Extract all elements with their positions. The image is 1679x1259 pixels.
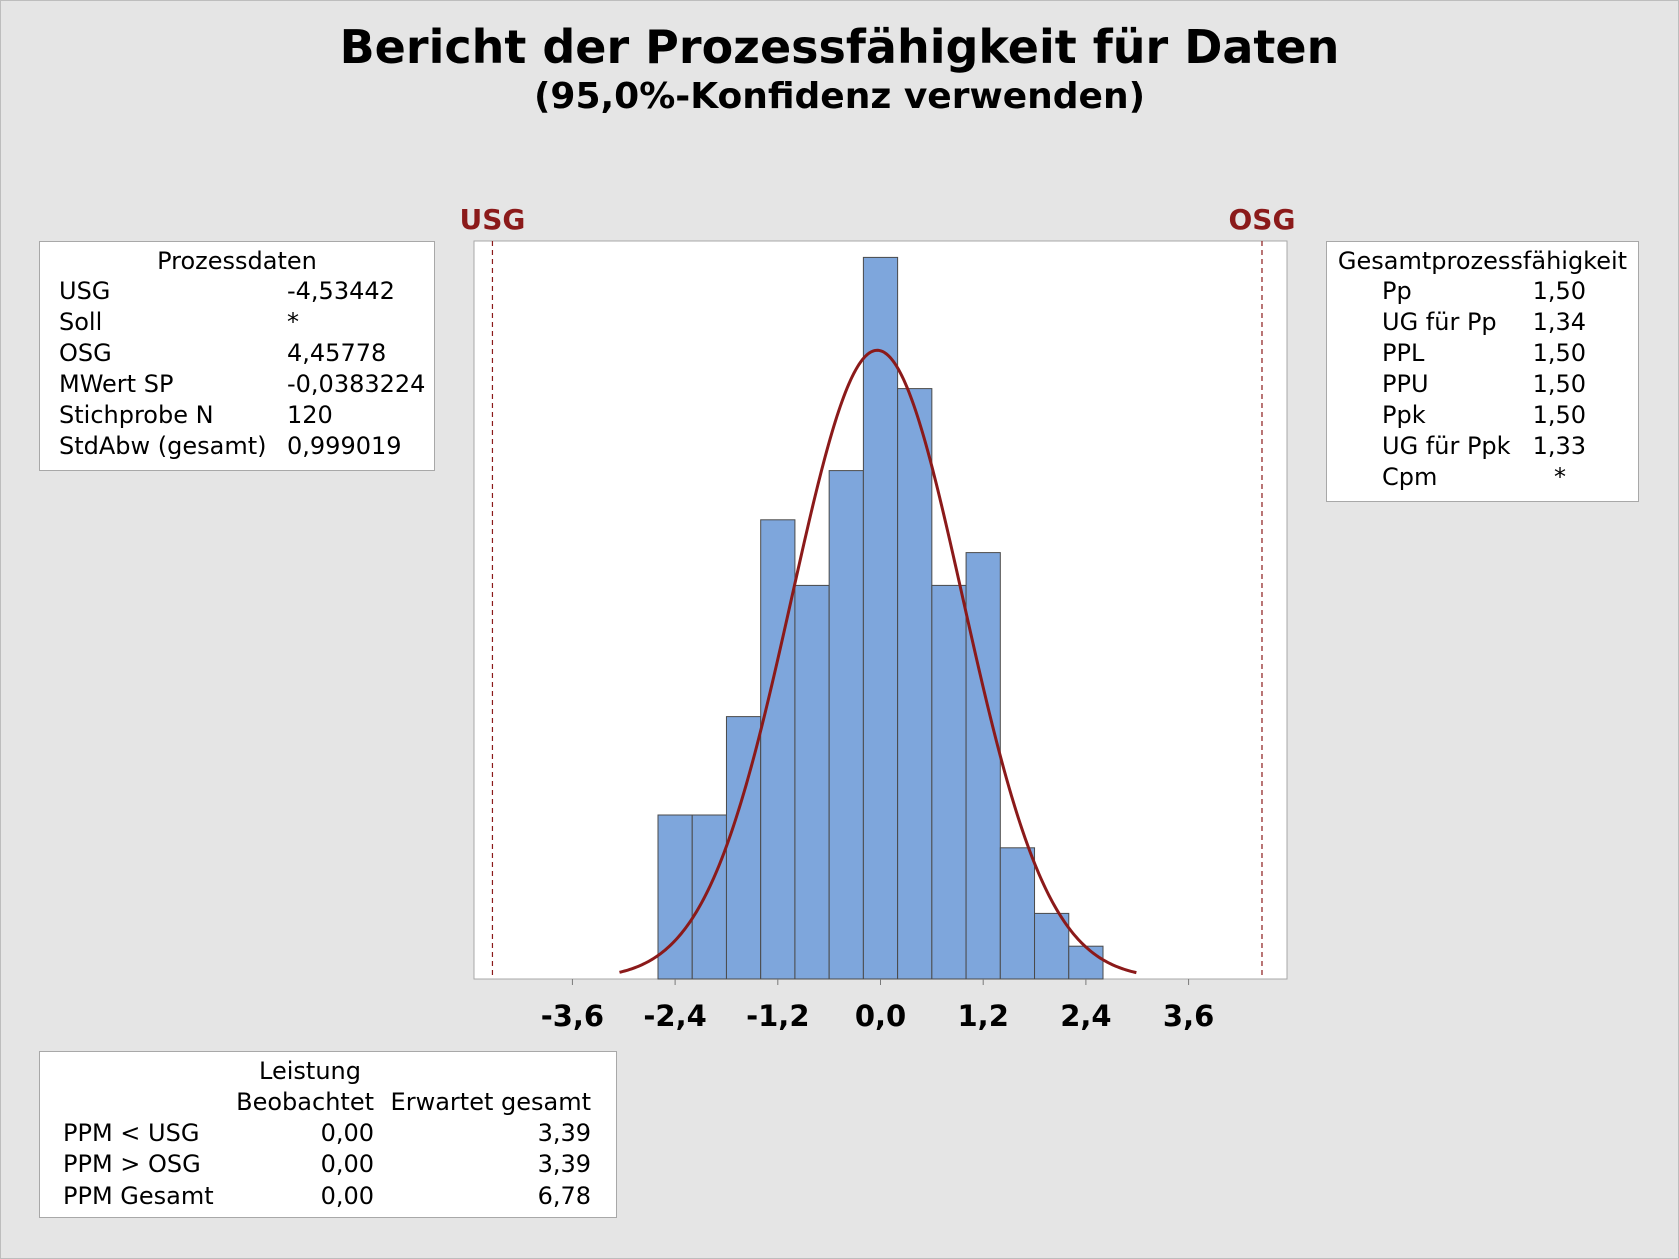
x-tick-label: 1,2 — [958, 999, 1009, 1033]
observed-value: 0,00 — [320, 1182, 374, 1210]
x-tick-label: -1,2 — [746, 999, 809, 1033]
normal-fit-curve — [619, 348, 1137, 975]
row-value: -0,0383224 — [287, 370, 426, 398]
process-data-header: Prozessdaten — [157, 247, 317, 275]
row-value: 1,50 — [1532, 401, 1586, 429]
row-value: * — [287, 308, 299, 336]
histogram-bar-10 — [999, 847, 1036, 980]
overall-capability-panel: Gesamtprozessfähigkeit Pp 1,50 UG für Pp… — [1326, 241, 1639, 502]
x-tick-label: -2,4 — [643, 999, 706, 1033]
overall-capability-header: Gesamtprozessfähigkeit — [1337, 247, 1628, 275]
row-label: UG für Ppk — [1382, 432, 1511, 460]
observed-value: 0,00 — [320, 1150, 374, 1178]
histogram-bar-3 — [760, 519, 796, 980]
capability-row: Ppk 1,50 — [1327, 401, 1638, 432]
performance-row: PPM < USG 0,00 3,39 — [40, 1119, 616, 1150]
row-value: * — [1554, 463, 1566, 491]
histogram-bar-11 — [1034, 912, 1070, 980]
process-data-row: OSG 4,45778 — [40, 339, 434, 370]
row-label: StdAbw (gesamt) — [59, 432, 267, 460]
spec-limit-label-usg: USG — [460, 203, 526, 236]
histogram-bar-5 — [828, 470, 864, 980]
chart-subtitle: (95,0%-Konfidenz verwenden) — [533, 76, 1146, 117]
histogram-bar-8 — [931, 584, 967, 980]
expected-column-header: Erwartet gesamt — [390, 1088, 591, 1116]
row-label: USG — [59, 277, 111, 305]
row-label: Stichprobe N — [59, 401, 214, 429]
row-value: 1,50 — [1532, 339, 1586, 367]
histogram-bar-1 — [691, 814, 727, 980]
x-tick-label: -3,6 — [541, 999, 604, 1033]
process-data-row: USG -4,53442 — [40, 277, 434, 308]
row-value: 1,50 — [1532, 370, 1586, 398]
performance-row: PPM > OSG 0,00 3,39 — [40, 1150, 616, 1181]
process-data-row: Soll * — [40, 308, 434, 339]
row-label: Ppk — [1382, 401, 1426, 429]
row-value: 1,34 — [1532, 308, 1586, 336]
row-value: 120 — [287, 401, 333, 429]
row-label: PPM < USG — [63, 1119, 200, 1147]
row-label: PPM > OSG — [63, 1150, 201, 1178]
row-label: MWert SP — [59, 370, 174, 398]
expected-value: 3,39 — [537, 1150, 591, 1178]
histogram-bar-2 — [725, 716, 762, 980]
x-tick-label: 0,0 — [855, 999, 906, 1033]
histogram-bar-6 — [862, 256, 899, 980]
expected-value: 6,78 — [537, 1182, 591, 1210]
expected-value: 3,39 — [537, 1119, 591, 1147]
x-tick-label: 3,6 — [1163, 999, 1214, 1033]
row-label: UG für Pp — [1382, 308, 1497, 336]
observed-value: 0,00 — [320, 1119, 374, 1147]
row-value: 1,33 — [1532, 432, 1586, 460]
x-tick-label: 2,4 — [1060, 999, 1111, 1033]
process-data-row: StdAbw (gesamt) 0,999019 — [40, 432, 434, 463]
x-axis-ticks: -3,6 -2,4 -1,2 0,0 1,2 2,4 3,6 — [541, 979, 1214, 1033]
histogram-bar-0 — [657, 814, 693, 980]
process-data-row: MWert SP -0,0383224 — [40, 370, 434, 401]
capability-row: PPL 1,50 — [1327, 339, 1638, 370]
capability-row: Pp 1,50 — [1327, 277, 1638, 308]
process-data-panel: Prozessdaten USG -4,53442 Soll * OSG 4,4… — [39, 241, 435, 471]
capability-row: UG für Pp 1,34 — [1327, 308, 1638, 339]
performance-column-headers: Beobachtet Erwartet gesamt — [40, 1088, 616, 1119]
row-label: Cpm — [1382, 463, 1438, 491]
capability-row: PPU 1,50 — [1327, 370, 1638, 401]
histogram-bar-9 — [965, 552, 1001, 980]
row-label: Soll — [59, 308, 103, 336]
observed-column-header: Beobachtet — [236, 1088, 374, 1116]
row-label: Pp — [1382, 277, 1412, 305]
row-label: OSG — [59, 339, 112, 367]
spec-limit-label-osg: OSG — [1229, 203, 1296, 236]
performance-row: PPM Gesamt 0,00 6,78 — [40, 1182, 616, 1213]
row-label: PPM Gesamt — [63, 1182, 214, 1210]
row-value: 1,50 — [1532, 277, 1586, 305]
row-label: PPU — [1382, 370, 1429, 398]
performance-header: Leistung — [259, 1057, 361, 1085]
row-value: -4,53442 — [287, 277, 395, 305]
histogram-bar-7 — [897, 388, 933, 980]
histogram-bar-12 — [1068, 945, 1104, 980]
capability-row: UG für Ppk 1,33 — [1327, 432, 1638, 463]
spec-limits: USG OSG — [460, 203, 1296, 979]
row-label: PPL — [1382, 339, 1425, 367]
row-value: 0,999019 — [287, 432, 402, 460]
histogram-bar-4 — [794, 584, 830, 980]
capability-row: Cpm * — [1327, 463, 1638, 494]
row-value: 4,45778 — [287, 339, 387, 367]
process-data-row: Stichprobe N 120 — [40, 401, 434, 432]
chart-title: Bericht der Prozessfähigkeit für Daten — [339, 20, 1340, 74]
performance-panel: Leistung Beobachtet Erwartet gesamt PPM … — [39, 1051, 617, 1218]
